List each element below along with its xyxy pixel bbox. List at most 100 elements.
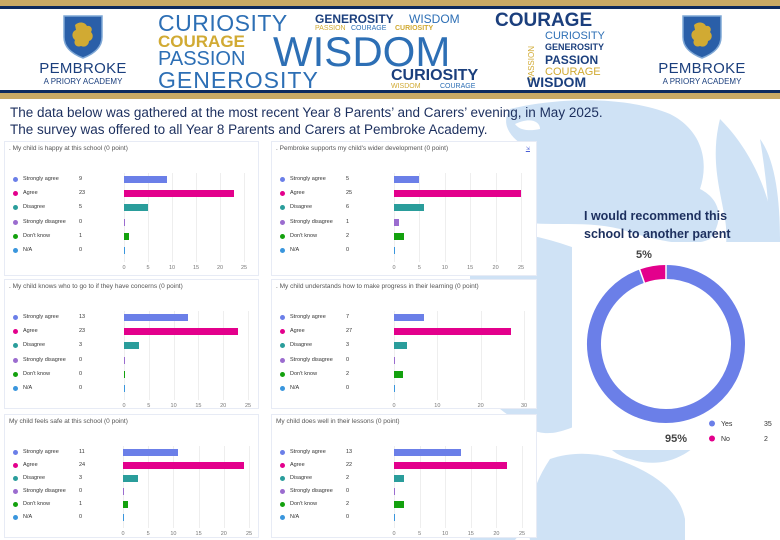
- x-tick-label: 25: [517, 265, 525, 272]
- gridline: [524, 311, 525, 401]
- legend-count: 0: [79, 385, 83, 391]
- x-tick-label: 10: [168, 265, 176, 272]
- legend-item: N/A 0: [13, 514, 93, 522]
- bar-don-t-know: [394, 232, 405, 240]
- word-wisdom: WISDOM: [391, 83, 421, 90]
- legend-dot-icon: [13, 502, 18, 507]
- word-passion: PASSION: [545, 53, 599, 67]
- legend-label: Agree: [23, 462, 38, 468]
- x-tick-label: 0: [122, 265, 126, 272]
- chart-title: . My child knows who to go to if they ha…: [9, 283, 183, 290]
- legend-label: N/A: [23, 385, 33, 391]
- legend-count: 22: [346, 462, 353, 468]
- donut-legend-label: No: [721, 436, 730, 443]
- legend-dot-icon: [709, 435, 715, 442]
- legend-label: Disagree: [290, 204, 313, 211]
- donut-title-text: I would recommend this school to another…: [584, 209, 731, 241]
- x-tick-label: 20: [493, 531, 500, 537]
- legend-dot-icon: [280, 515, 285, 520]
- gridline: [394, 446, 395, 528]
- bar-agree: [394, 328, 511, 336]
- gridline: [419, 173, 421, 263]
- bar-n-a: [394, 514, 395, 521]
- x-tick-label: 15: [195, 403, 202, 410]
- legend-label: N/A: [23, 247, 33, 253]
- header-banner: PEMBROKE A PRIORY ACADEMY CURIOSITY GENE…: [0, 0, 780, 99]
- expand-chart-icon[interactable]: ⇲: [525, 146, 530, 152]
- legend-count: 0: [346, 247, 350, 253]
- gridline: [148, 173, 149, 263]
- gridline: [123, 446, 124, 528]
- x-tick-label: 15: [467, 265, 474, 272]
- gridline: [394, 311, 395, 401]
- legend-dot-icon: [13, 386, 18, 391]
- legend-dot-icon: [280, 219, 285, 225]
- survey-chart-panel: . My child understands how to make progr…: [271, 279, 537, 409]
- legend-dot-icon: [13, 371, 18, 377]
- gridline: [470, 173, 472, 263]
- gridline: [198, 311, 200, 401]
- x-tick-label: 5: [418, 531, 422, 537]
- bar-agree: [124, 190, 235, 198]
- legend-label: Agree: [290, 190, 305, 197]
- bar-agree: [394, 190, 521, 198]
- word-courage: COURAGE: [495, 10, 593, 31]
- x-tick-label: 15: [192, 265, 200, 272]
- legend-label: Strongly disagree: [290, 488, 333, 494]
- legend-dot-icon: [13, 205, 18, 211]
- legend-dot-icon: [13, 515, 18, 520]
- legend-label: Disagree: [23, 204, 46, 211]
- bar-disagree: [123, 475, 139, 482]
- x-tick-label: 25: [245, 531, 253, 537]
- gridline: [148, 311, 150, 401]
- bar-disagree: [394, 204, 425, 212]
- legend-count: 2: [346, 475, 350, 481]
- word-curiosity: CURIOSITY: [158, 10, 288, 36]
- x-tick-label: 0: [392, 265, 396, 272]
- legend-label: Don't know: [23, 232, 51, 239]
- header-banner-inner: PEMBROKE A PRIORY ACADEMY CURIOSITY GENE…: [0, 6, 780, 93]
- legend-item: Don't know 2: [280, 501, 360, 509]
- x-tick-label: 5: [417, 265, 421, 272]
- legend-count: 25: [346, 190, 353, 197]
- chart-title: . My child is happy at this school (0 po…: [9, 145, 128, 152]
- legend-dot-icon: [280, 489, 285, 494]
- legend-item: N/A 0: [280, 385, 360, 393]
- lion-shield-crest-icon: [682, 15, 722, 59]
- legend-dot-icon: [280, 233, 285, 239]
- legend-dot-icon: [13, 248, 18, 253]
- legend-dot-icon: [13, 450, 18, 455]
- legend-dot-icon: [280, 343, 285, 349]
- legend-label: Strongly disagree: [23, 488, 66, 494]
- gridline: [419, 446, 421, 528]
- legend-item: Disagree 6: [280, 204, 360, 212]
- legend-item: Agree 25: [280, 190, 360, 198]
- bar-n-a: [124, 385, 125, 392]
- donut-chart-card: 5% 95% Yes 35 No 2: [572, 242, 780, 450]
- bar-strongly-agree: [123, 449, 179, 456]
- legend-label: Disagree: [290, 475, 313, 481]
- word-generosity: GENEROSITY: [545, 42, 605, 52]
- legend-item: Don't know 2: [280, 371, 360, 379]
- legend-item: Strongly agree 13: [13, 314, 93, 322]
- legend-item: Agree 27: [280, 328, 360, 336]
- legend-count: 0: [346, 356, 350, 363]
- bar-don-t-know: [394, 370, 403, 378]
- legend-count: 13: [79, 314, 86, 320]
- legend-dot-icon: [280, 476, 285, 481]
- legend-dot-icon: [280, 386, 285, 391]
- word-generosity: GENEROSITY: [315, 12, 394, 26]
- x-tick-label: 20: [220, 531, 227, 537]
- legend-dot-icon: [280, 329, 285, 335]
- legend-dot-icon: [13, 357, 18, 363]
- x-tick-label: 20: [477, 403, 484, 410]
- gridline: [244, 173, 245, 263]
- bar-strongly-agree: [394, 176, 420, 183]
- x-tick-label: 0: [392, 531, 396, 537]
- legend-item: Strongly agree 9: [13, 176, 93, 184]
- gridline: [522, 446, 523, 528]
- gridline: [444, 173, 446, 263]
- legend-item: N/A 0: [13, 247, 93, 255]
- bar-disagree: [124, 204, 148, 212]
- word-courage: COURAGE: [545, 66, 601, 78]
